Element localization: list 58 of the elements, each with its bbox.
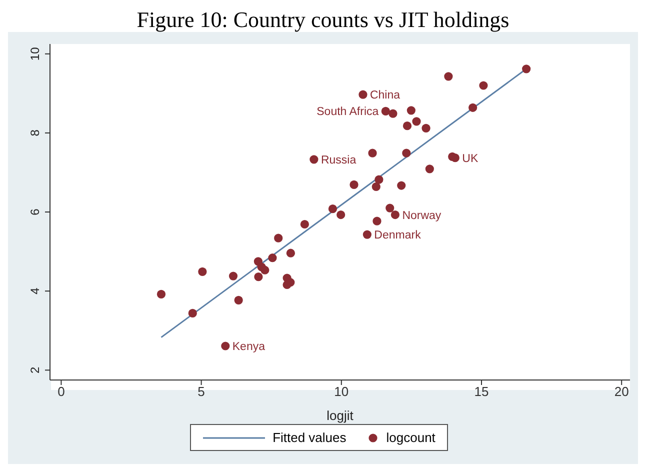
point [268,254,277,262]
annotation: Denmark [374,230,422,242]
point [228,272,238,280]
point [368,148,377,158]
point [406,106,416,115]
point [372,216,382,226]
point [381,106,390,116]
point [286,248,295,258]
annotation: South Africa [316,106,380,118]
point [300,220,309,229]
annotation: Russia [320,154,357,166]
annotation: UK [462,152,478,165]
point [156,290,166,299]
point [350,180,358,190]
point [425,164,434,174]
point [358,90,368,99]
legend-label: Fitted values [272,430,346,445]
x-tick-label: 5 [198,384,205,400]
legend-label: logcount [385,430,436,445]
annotation: China [370,90,401,102]
y-tick-label: 10 [28,46,42,61]
point [422,124,430,132]
point [362,230,372,239]
x-tick-label: 20 [614,384,629,400]
point [479,81,488,90]
point [402,148,411,158]
chart-title: Figure 10: Country counts vs JIT holdings [136,7,510,32]
point [188,308,197,318]
point [310,155,318,164]
y-tick-label: 4 [28,287,42,294]
point [402,122,412,130]
point [412,117,421,126]
point [397,181,406,190]
y-tick-label: 8 [28,129,42,136]
point [274,234,283,242]
point [254,272,263,282]
annotation: Kenya [232,341,266,354]
point [234,296,243,304]
x-tick-label: 10 [334,384,349,400]
point [444,72,453,81]
point [522,64,531,74]
point [388,109,398,118]
point [468,103,478,112]
point [260,266,270,274]
point [336,210,346,220]
point [386,204,394,212]
y-tick-label: 2 [28,366,42,374]
point [372,182,380,191]
point [374,175,384,184]
x-tick-label: 0 [58,384,65,400]
x-axis-title: logjit [326,408,354,423]
x-tick-label: 15 [474,384,489,400]
point [221,342,230,350]
point [328,204,338,214]
y-tick-label: 6 [28,208,42,216]
point [198,267,207,276]
point [390,210,400,220]
annotation: Norway [402,210,442,222]
